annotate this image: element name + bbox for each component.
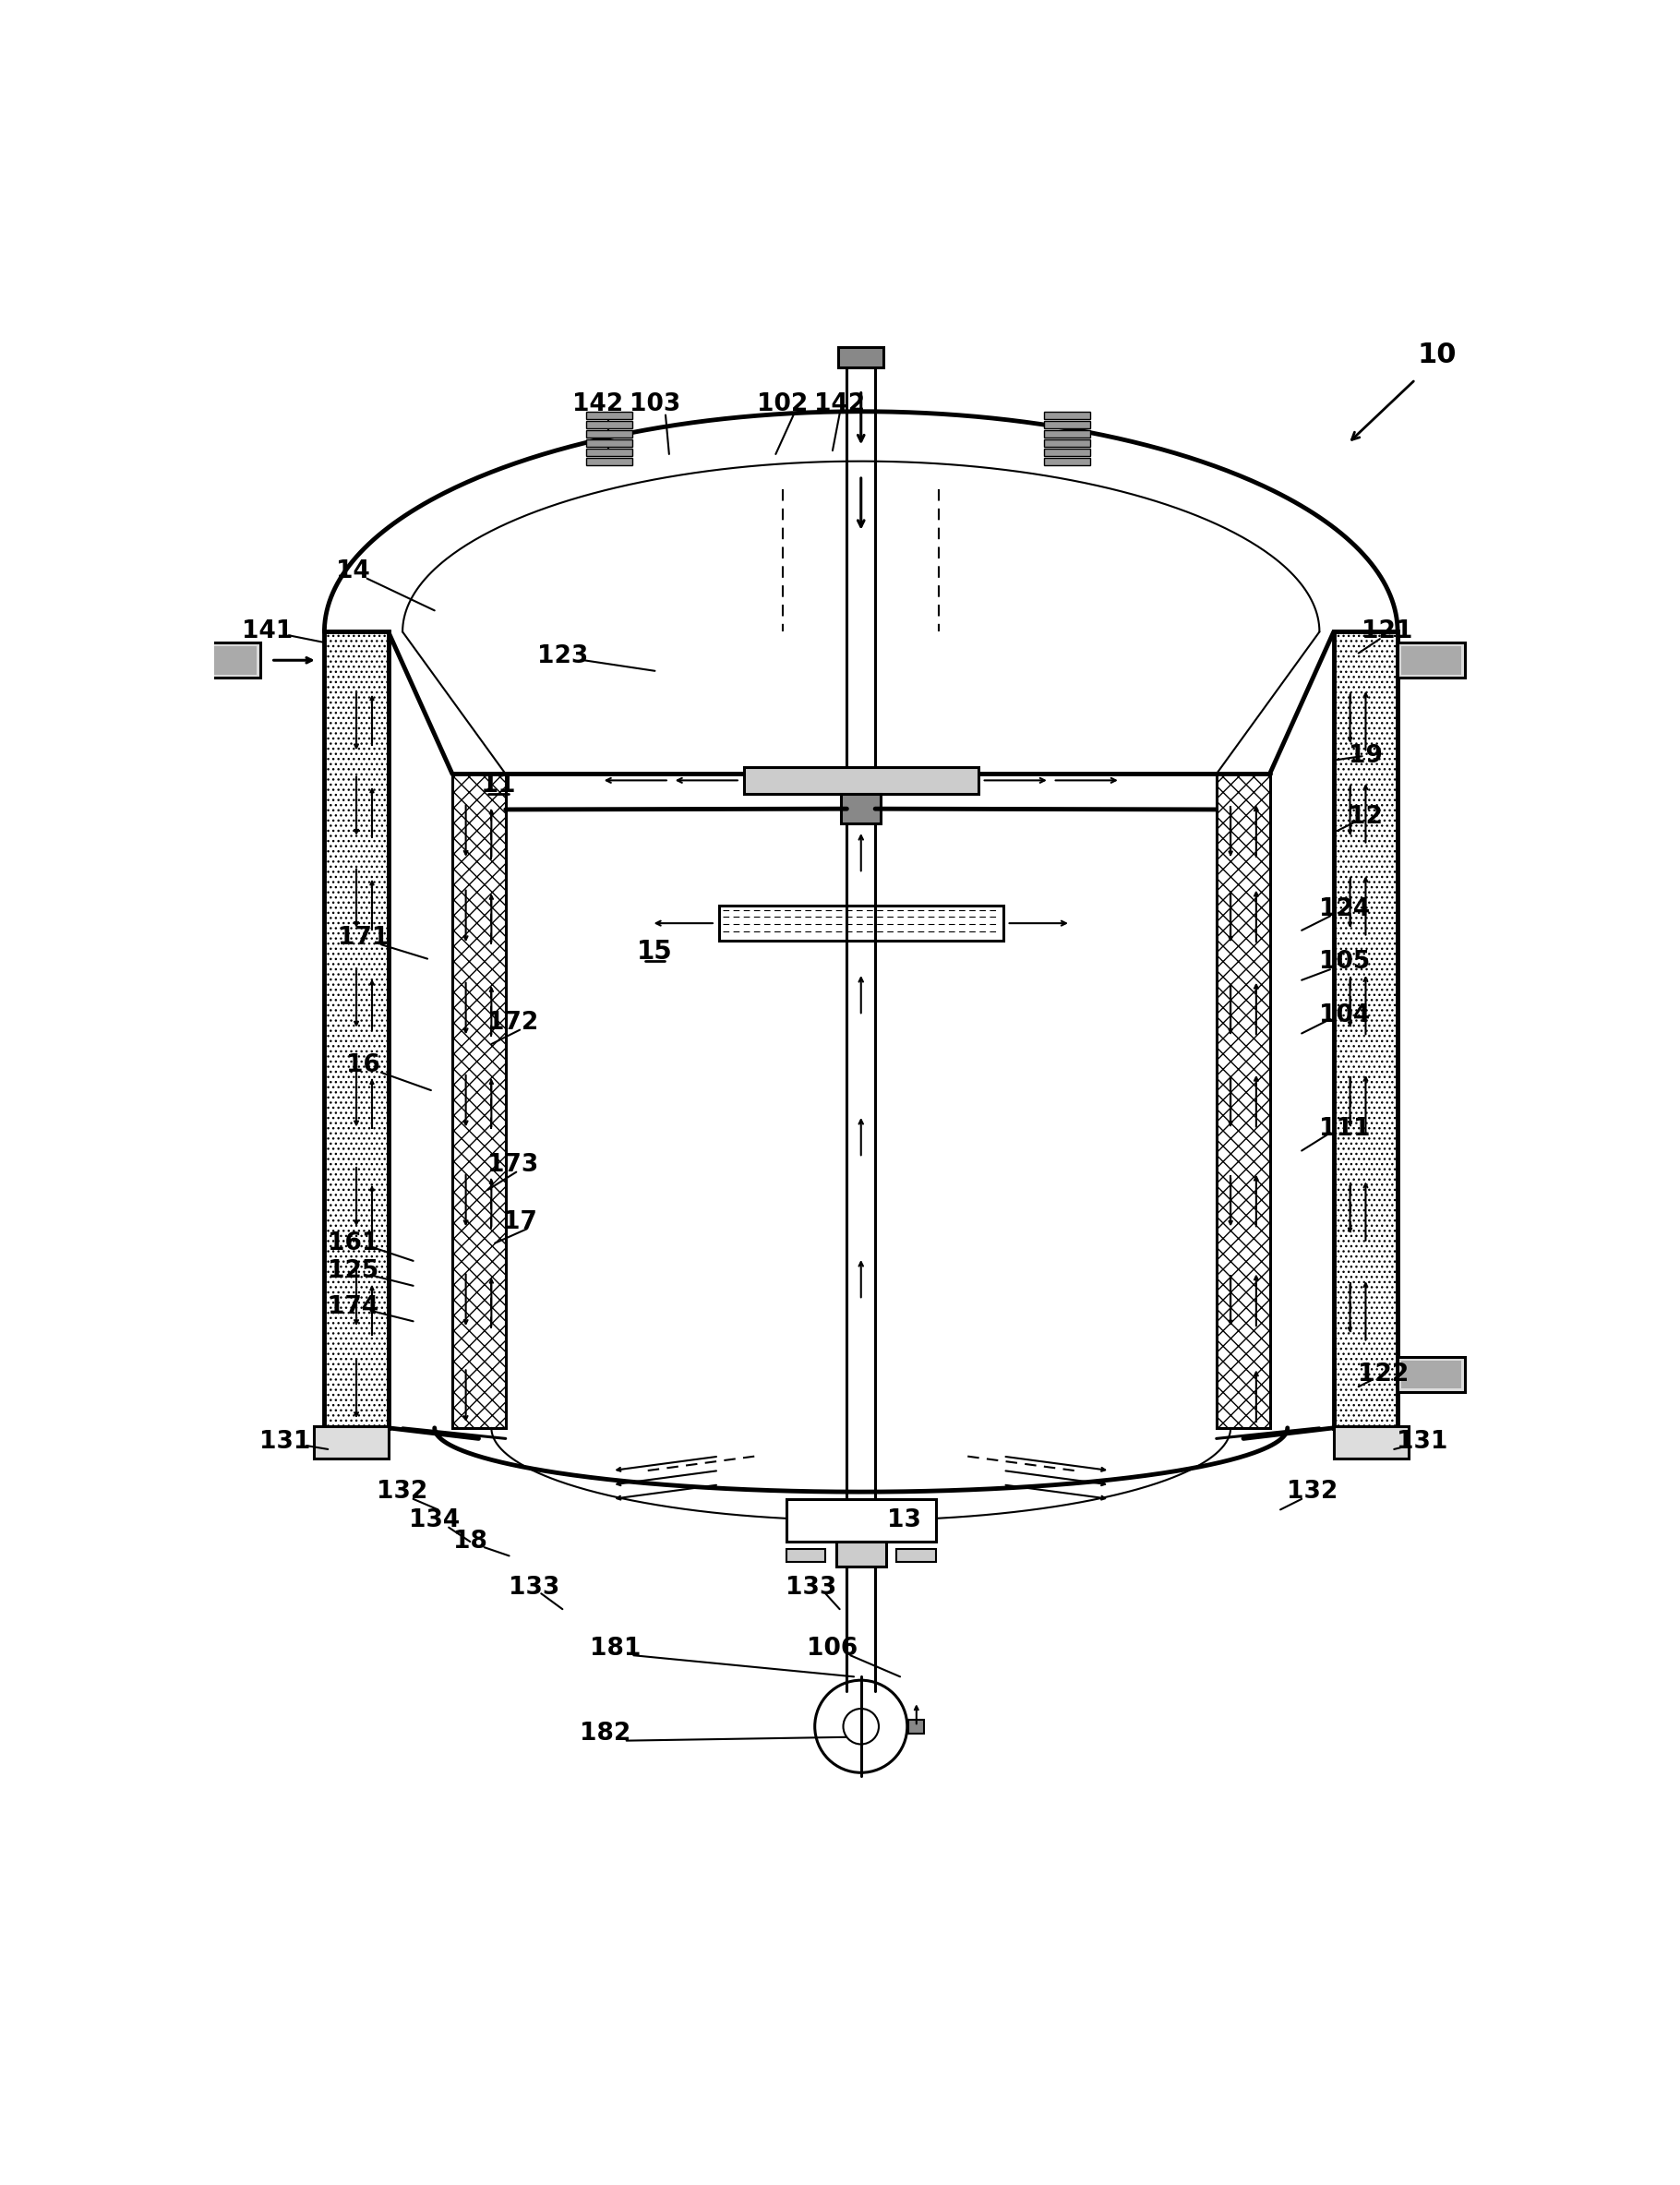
Bar bbox=[586, 448, 632, 457]
Bar bbox=[909, 1720, 924, 1733]
Text: 142: 142 bbox=[573, 393, 623, 417]
Text: 133: 133 bbox=[509, 1575, 559, 1599]
Bar bbox=[842, 793, 880, 824]
Bar bbox=[1398, 1357, 1465, 1392]
Text: 104: 104 bbox=[1319, 1003, 1369, 1027]
Text: 132: 132 bbox=[376, 1479, 428, 1503]
Bar bbox=[586, 430, 632, 437]
Bar bbox=[1334, 631, 1398, 1429]
Bar bbox=[838, 347, 884, 367]
Text: 171: 171 bbox=[338, 926, 390, 950]
Text: 121: 121 bbox=[1361, 621, 1413, 645]
Bar bbox=[586, 457, 632, 465]
Text: 122: 122 bbox=[1357, 1363, 1410, 1387]
Text: 134: 134 bbox=[410, 1508, 460, 1532]
Bar bbox=[1045, 422, 1090, 428]
Text: 181: 181 bbox=[590, 1637, 642, 1661]
Text: 131: 131 bbox=[260, 1431, 311, 1455]
Text: 173: 173 bbox=[487, 1154, 538, 1178]
Bar bbox=[324, 631, 388, 1429]
Text: 19: 19 bbox=[1349, 745, 1383, 769]
Bar bbox=[586, 411, 632, 420]
Bar bbox=[837, 1543, 885, 1567]
Text: 106: 106 bbox=[806, 1637, 858, 1661]
Text: 17: 17 bbox=[502, 1210, 538, 1235]
Bar bbox=[1401, 647, 1462, 675]
Text: 105: 105 bbox=[1319, 950, 1369, 975]
Bar bbox=[197, 647, 257, 675]
Text: 15: 15 bbox=[637, 940, 672, 964]
Text: 103: 103 bbox=[630, 393, 680, 417]
Bar bbox=[586, 439, 632, 448]
Bar bbox=[744, 767, 978, 793]
Text: 133: 133 bbox=[786, 1575, 837, 1599]
Bar bbox=[1398, 642, 1465, 677]
Text: 141: 141 bbox=[242, 621, 292, 645]
Text: 123: 123 bbox=[538, 645, 588, 669]
Bar bbox=[786, 1499, 936, 1543]
Bar bbox=[452, 773, 506, 1429]
Bar bbox=[586, 422, 632, 428]
Text: 132: 132 bbox=[1287, 1479, 1337, 1503]
Text: 18: 18 bbox=[454, 1530, 487, 1554]
Bar bbox=[1045, 448, 1090, 457]
Text: 111: 111 bbox=[1319, 1117, 1369, 1141]
Text: 102: 102 bbox=[758, 393, 808, 417]
Bar bbox=[193, 642, 260, 677]
Text: 125: 125 bbox=[328, 1259, 378, 1283]
Text: 11: 11 bbox=[480, 771, 516, 798]
Circle shape bbox=[843, 1709, 879, 1744]
Bar bbox=[314, 1427, 388, 1457]
Bar bbox=[1045, 439, 1090, 448]
Text: 131: 131 bbox=[1398, 1431, 1448, 1455]
Text: 161: 161 bbox=[328, 1230, 378, 1254]
Text: 142: 142 bbox=[815, 393, 865, 417]
Text: 16: 16 bbox=[346, 1053, 380, 1077]
Bar bbox=[1045, 430, 1090, 437]
Bar bbox=[719, 905, 1003, 942]
Bar bbox=[1216, 773, 1270, 1429]
Text: 12: 12 bbox=[1349, 804, 1383, 828]
Text: 182: 182 bbox=[580, 1722, 630, 1746]
Bar bbox=[1334, 1427, 1408, 1457]
Bar bbox=[1401, 1361, 1462, 1390]
Bar bbox=[786, 1549, 825, 1562]
Text: 14: 14 bbox=[336, 559, 370, 583]
Text: 10: 10 bbox=[1418, 341, 1457, 367]
Text: 174: 174 bbox=[328, 1296, 378, 1320]
Text: 172: 172 bbox=[487, 1012, 538, 1036]
Bar bbox=[1045, 457, 1090, 465]
Text: 13: 13 bbox=[887, 1508, 921, 1532]
Bar bbox=[897, 1549, 936, 1562]
Text: 124: 124 bbox=[1319, 898, 1369, 922]
Bar bbox=[1045, 411, 1090, 420]
